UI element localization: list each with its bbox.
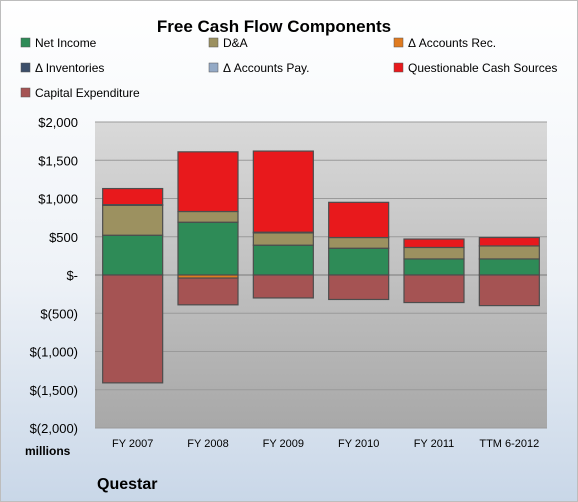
x-tick-label: FY 2007	[112, 438, 153, 450]
legend-label: Capital Expenditure	[35, 86, 140, 100]
y-tick-label: $(1,500)	[30, 383, 78, 398]
legend-swatch	[393, 37, 404, 48]
legend-swatch	[208, 62, 219, 73]
company-label: Questar	[97, 476, 157, 493]
y-tick-label: $500	[49, 230, 78, 245]
bar-segment	[252, 232, 314, 246]
bar-segment	[177, 277, 239, 306]
legend-label: Δ Inventories	[35, 61, 104, 75]
y-tick-label: $1,000	[38, 192, 78, 207]
y-tick-label: $-	[66, 268, 78, 283]
x-tick-label: FY 2011	[414, 438, 455, 450]
bar-segment	[328, 274, 390, 301]
x-tick-label: FY 2010	[338, 438, 379, 450]
bar-segment	[102, 204, 164, 236]
x-tick-label: FY 2008	[187, 438, 228, 450]
bar-segment	[403, 238, 465, 249]
bar-segment	[177, 221, 239, 276]
units-label: millions	[25, 444, 71, 458]
chart-title: Free Cash Flow Components	[157, 17, 391, 36]
y-tick-label: $(500)	[40, 306, 78, 321]
legend-label: D&A	[223, 36, 248, 50]
bar-segment	[403, 258, 465, 276]
y-tick-label: $2,000	[38, 115, 78, 130]
bar-segment	[102, 187, 164, 206]
bar-segment	[328, 201, 390, 239]
y-tick-label: $(1,000)	[30, 345, 78, 360]
bar-segment	[252, 150, 314, 233]
bar-segment	[478, 258, 540, 276]
bar-segment	[102, 274, 164, 384]
x-tick-label: TTM 6-2012	[479, 438, 539, 450]
bar-segment	[177, 151, 239, 213]
bar-segment	[252, 274, 314, 299]
legend-swatch	[20, 62, 31, 73]
legend-label: Net Income	[35, 36, 97, 50]
legend-swatch	[208, 37, 219, 48]
bars-group	[102, 150, 540, 384]
legend-label: Δ Accounts Rec.	[408, 36, 496, 50]
chart-legend: Net Income D&A Δ Accounts Rec. Δ Inventorie…	[20, 36, 557, 100]
bar-segment	[328, 247, 390, 276]
bar-segment	[403, 274, 465, 304]
bar-segment	[177, 210, 239, 223]
legend-swatch	[20, 87, 31, 98]
bar-segment	[478, 274, 540, 307]
y-axis-ticks: $2,000 $1,500 $1,000 $500 $- $(500) $(1,000) $(…	[30, 115, 78, 436]
bar-segment	[478, 236, 540, 247]
bar-segment	[478, 245, 540, 260]
legend-label: Questionable Cash Sources	[408, 61, 557, 75]
gridlines	[95, 121, 547, 429]
bar-segment	[403, 246, 465, 260]
bar-segment	[252, 244, 314, 276]
x-tick-label: FY 2009	[263, 438, 304, 450]
legend-swatch	[20, 37, 31, 48]
bar-segment	[102, 234, 164, 276]
y-tick-label: $1,500	[38, 153, 78, 168]
legend-label: Δ Accounts Pay.	[223, 61, 310, 75]
x-axis-ticks: FY 2007 FY 2008 FY 2009 FY 2010 FY 2011 TTM 6…	[112, 438, 539, 450]
legend-swatch	[393, 62, 404, 73]
bar-segment	[328, 236, 390, 249]
y-tick-label: $(2,000)	[30, 421, 78, 436]
